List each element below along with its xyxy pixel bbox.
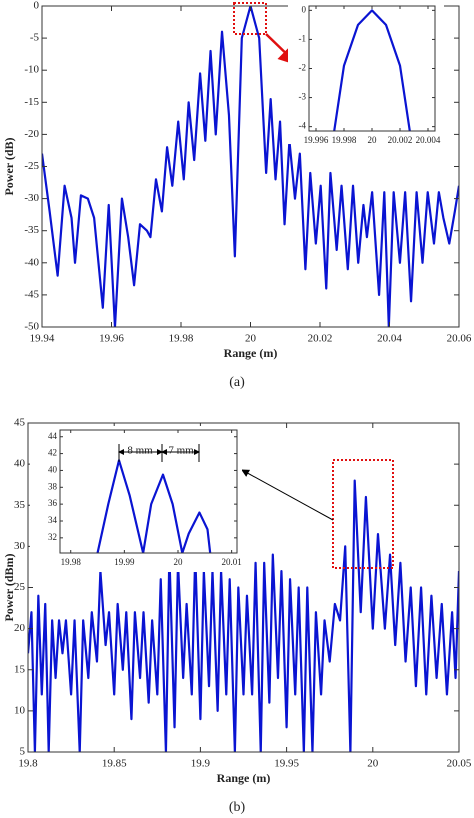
y-tick-label: 30: [14, 540, 26, 552]
y-tick-label: 15: [14, 663, 26, 675]
y-tick-label: -2: [299, 63, 307, 73]
x-axis-label: Range (m): [224, 346, 278, 360]
x-axis-label: Range (m): [217, 771, 271, 785]
y-tick-label: -15: [24, 96, 39, 108]
y-tick-label: 38: [48, 481, 58, 491]
y-tick-label: 34: [48, 515, 58, 525]
y-tick-label: 40: [48, 465, 58, 475]
x-tick-label: 20.02: [308, 333, 333, 345]
highlight-box: [332, 459, 394, 569]
y-tick-label: -25: [24, 160, 39, 172]
data-line: [28, 479, 459, 752]
annotation: 8 mm: [127, 445, 153, 457]
x-tick-label: 19.98: [169, 333, 194, 345]
y-tick-label: 45: [14, 417, 26, 429]
x-tick-label: 19.998: [332, 135, 357, 145]
caption: (a): [229, 375, 245, 390]
y-tick-label: 44: [48, 431, 58, 441]
y-tick-label: 5: [20, 746, 26, 758]
y-tick-label: 32: [48, 532, 57, 542]
plot-area: [333, 9, 411, 131]
x-tick-label: 19.95: [274, 758, 299, 770]
x-tick-label: 20.01: [222, 557, 242, 567]
plot-area: [28, 479, 459, 752]
y-tick-label: -50: [24, 321, 39, 333]
y-tick-label: 10: [14, 704, 26, 716]
y-tick-label: -1: [299, 33, 307, 43]
x-tick-label: 19.98: [61, 557, 82, 567]
x-tick-label: 20.04: [377, 333, 402, 345]
y-tick-label: 25: [14, 581, 26, 593]
y-tick-label: 20: [14, 622, 26, 634]
x-tick-label: 20: [368, 135, 378, 145]
x-tick-label: 20: [367, 758, 379, 770]
annotation: 7 mm: [168, 445, 194, 457]
y-tick-label: 36: [48, 498, 58, 508]
x-tick-label: 20.002: [388, 135, 413, 145]
y-tick-label: -45: [24, 288, 39, 300]
data-line: [333, 9, 411, 131]
x-tick-label: 19.94: [30, 333, 55, 345]
y-tick-label: 42: [48, 448, 57, 458]
dimension-lines: 8 mm 7 mm: [118, 444, 200, 462]
data-line: [42, 6, 459, 327]
x-tick-label: 19.99: [114, 557, 135, 567]
y-tick-label: 0: [302, 4, 307, 14]
y-tick-label: -30: [24, 192, 39, 204]
plot-area: [42, 6, 459, 327]
y-tick-label: -20: [24, 128, 39, 140]
x-tick-label: 19.85: [102, 758, 127, 770]
x-tick-label: 20.06: [447, 333, 472, 345]
x-tick-label: 20.05: [447, 758, 472, 770]
y-tick-label: -10: [24, 64, 39, 76]
caption: (b): [229, 800, 246, 815]
y-tick-label: 35: [14, 499, 26, 511]
inset-background: [288, 2, 444, 144]
y-tick-label: -5: [30, 32, 40, 44]
highlight-box: [233, 2, 267, 35]
y-tick-label: 0: [34, 0, 40, 12]
x-tick-label: 20: [174, 557, 184, 567]
y-tick-label: -4: [299, 121, 307, 131]
x-tick-label: 19.9: [191, 758, 211, 770]
x-tick-label: 19.8: [18, 758, 38, 770]
x-tick-label: 19.96: [99, 333, 124, 345]
axes-frame: [59, 429, 238, 554]
y-tick-label: 40: [14, 458, 26, 470]
y-tick-label: -35: [24, 224, 39, 236]
y-axis-label: Power (dBm): [2, 553, 16, 621]
x-tick-label: 20.004: [416, 135, 441, 145]
y-tick-label: -3: [299, 92, 307, 102]
x-tick-label: 19.996: [304, 135, 329, 145]
x-tick-label: 20: [245, 333, 257, 345]
arrow: [241, 469, 334, 521]
y-tick-label: -40: [24, 256, 39, 268]
y-axis-label: Power (dB): [2, 137, 16, 195]
